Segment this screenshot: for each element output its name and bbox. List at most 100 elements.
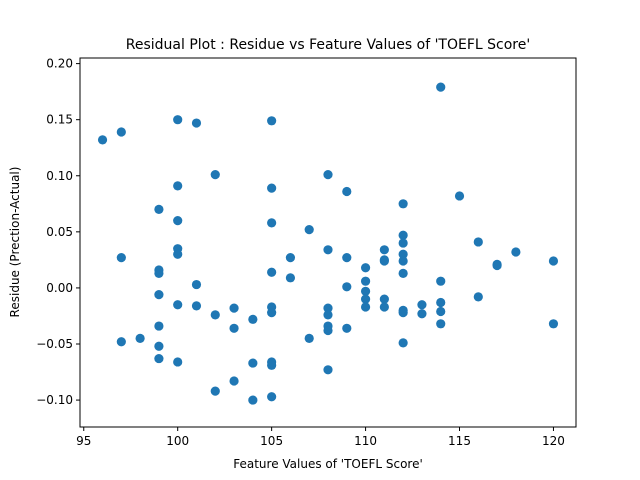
data-point: [210, 310, 220, 320]
data-point: [548, 319, 559, 329]
data-point: [267, 267, 277, 277]
y-tick-label: −0.10: [36, 393, 73, 407]
data-point: [379, 294, 389, 304]
data-point: [323, 245, 333, 255]
data-point: [229, 323, 239, 333]
data-point: [379, 245, 389, 255]
data-point: [154, 268, 164, 278]
data-point: [436, 82, 446, 92]
data-point: [210, 386, 220, 396]
data-point: [173, 181, 183, 191]
y-axis-title: Residue (Prection-Actual): [8, 167, 22, 318]
data-point: [323, 170, 333, 180]
data-point: [473, 237, 483, 247]
x-tick-label: 120: [542, 434, 565, 448]
y-tick-label: 0.20: [46, 57, 73, 71]
data-point: [548, 256, 559, 266]
x-tick-label: 115: [448, 434, 471, 448]
data-point: [173, 216, 183, 226]
data-point: [304, 225, 314, 235]
chart-title: Residual Plot : Residue vs Feature Value…: [126, 37, 530, 53]
data-point: [323, 303, 333, 313]
data-point: [173, 115, 183, 125]
data-point: [267, 218, 277, 228]
y-tick-label: 0.15: [46, 113, 73, 127]
data-point: [267, 183, 277, 193]
data-point: [154, 204, 164, 215]
data-point: [116, 127, 126, 137]
data-point: [191, 279, 202, 290]
data-point: [248, 314, 258, 324]
data-point: [267, 360, 277, 370]
data-point: [436, 306, 446, 317]
data-point: [492, 260, 502, 271]
data-point: [436, 297, 446, 308]
data-point: [360, 276, 371, 286]
points-layer: [97, 82, 559, 405]
data-point: [342, 323, 352, 333]
data-point: [304, 333, 314, 343]
data-point: [360, 286, 371, 296]
data-point: [473, 292, 483, 302]
y-tick-label: −0.05: [36, 337, 73, 351]
x-axis-title: Feature Values of 'TOEFL Score': [233, 457, 423, 471]
data-point: [379, 302, 389, 312]
data-point: [360, 294, 371, 304]
data-point: [398, 199, 408, 209]
data-point: [436, 276, 446, 286]
x-tick-label: 100: [166, 434, 189, 448]
data-point: [267, 392, 277, 402]
y-tick-label: 0.00: [46, 281, 73, 295]
data-point: [360, 263, 371, 273]
y-axis-ticks: −0.10 −0.05 0.00 0.05 0.10 0.15 0.20: [36, 57, 80, 407]
data-point: [454, 191, 465, 201]
data-point: [342, 253, 352, 263]
data-point: [97, 135, 108, 145]
data-point: [191, 118, 202, 128]
x-tick-label: 110: [354, 434, 377, 448]
data-point: [229, 376, 239, 386]
data-point: [398, 256, 408, 266]
data-point: [116, 337, 126, 347]
data-point: [398, 230, 408, 240]
data-point: [398, 308, 408, 318]
data-point: [116, 253, 126, 263]
y-tick-label: 0.10: [46, 169, 73, 183]
data-point: [323, 325, 333, 336]
data-point: [210, 170, 220, 180]
data-point: [248, 358, 258, 368]
data-point: [398, 249, 408, 259]
data-point: [360, 302, 371, 312]
data-point: [436, 319, 446, 329]
data-point: [248, 395, 258, 405]
x-tick-label: 105: [260, 434, 283, 448]
x-tick-label: 95: [76, 434, 91, 448]
data-point: [398, 338, 408, 348]
data-point: [173, 249, 183, 259]
data-point: [417, 309, 427, 319]
data-point: [342, 282, 352, 292]
data-point: [191, 301, 202, 311]
data-point: [398, 238, 408, 248]
data-point: [154, 341, 164, 351]
data-point: [285, 273, 296, 283]
plot-frame: [79, 57, 577, 428]
data-point: [229, 303, 239, 313]
data-point: [267, 116, 277, 126]
data-point: [417, 300, 427, 310]
data-point: [135, 333, 145, 343]
data-point: [342, 186, 352, 197]
data-point: [154, 321, 164, 331]
data-point: [173, 300, 183, 310]
data-point: [323, 365, 333, 375]
data-point: [154, 353, 164, 364]
data-point: [398, 268, 408, 278]
data-point: [511, 247, 521, 257]
data-point: [285, 253, 296, 263]
x-axis-ticks: 95 100 105 110 115 120: [76, 427, 565, 448]
data-point: [379, 256, 389, 266]
data-point: [154, 290, 164, 300]
data-point: [267, 308, 277, 318]
